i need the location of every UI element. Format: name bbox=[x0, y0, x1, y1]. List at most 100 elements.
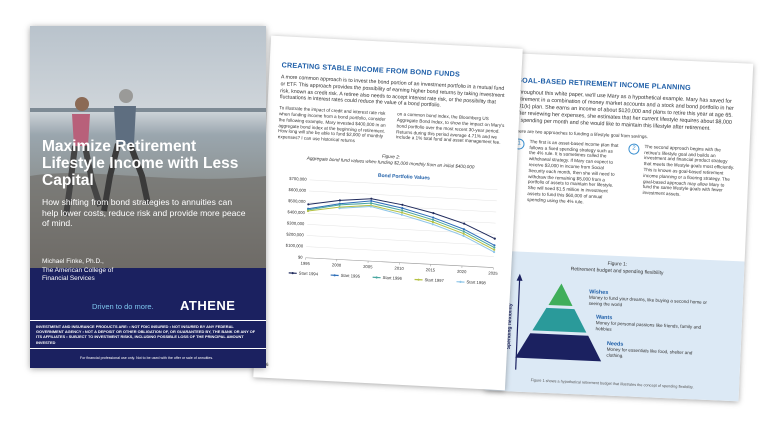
legend-marker bbox=[333, 273, 336, 276]
point bbox=[338, 206, 341, 209]
legend-label: Start 1996 bbox=[383, 274, 403, 280]
item-text: The second approach begins with the reti… bbox=[642, 143, 735, 197]
point bbox=[462, 229, 465, 233]
goal-body: GOAL-BASED RETIREMENT INCOME PLANNING Th… bbox=[493, 53, 753, 216]
y-tick-label: $300,000 bbox=[287, 220, 305, 226]
point bbox=[307, 202, 310, 205]
grid-line bbox=[307, 212, 496, 223]
point bbox=[370, 199, 373, 202]
legend-marker bbox=[417, 278, 420, 281]
point bbox=[370, 201, 373, 204]
series-line bbox=[308, 197, 496, 239]
runner-man bbox=[101, 89, 151, 212]
tier-text-box: Money for personal passions like friends… bbox=[595, 320, 701, 331]
x-tick-label: 2000 bbox=[332, 262, 342, 268]
y-tick-label: $700,000 bbox=[289, 175, 307, 181]
bond-page: CREATING STABLE INCOME FROM BOND FUNDS A… bbox=[253, 35, 523, 391]
point bbox=[493, 250, 496, 253]
item: 2 The second approach begins with the ret… bbox=[626, 143, 736, 215]
x-tick-label: 2025 bbox=[488, 270, 498, 276]
point bbox=[401, 208, 404, 212]
figure-caption: Retirement budget and spending flexibili… bbox=[571, 266, 665, 276]
tier-name: Wishes bbox=[589, 289, 608, 296]
bond-body: CREATING STABLE INCOME FROM BOND FUNDS A… bbox=[258, 36, 523, 299]
y-tick-label: $500,000 bbox=[288, 198, 306, 204]
point bbox=[493, 246, 496, 249]
point bbox=[431, 218, 435, 221]
point bbox=[493, 248, 496, 251]
grid-line bbox=[307, 223, 496, 235]
grid-line bbox=[306, 234, 495, 246]
legend-label: Start 1995 bbox=[341, 272, 361, 278]
pyramid-figure: Figure 1: Retirement budget and spending… bbox=[506, 261, 708, 390]
point bbox=[306, 209, 310, 212]
tier-wishes bbox=[548, 283, 573, 307]
column-text: To illustrate the impact of credit and i… bbox=[277, 105, 386, 144]
tier-text: Money for essentials like food, shelter … bbox=[606, 346, 693, 359]
y-tick-label: $600,000 bbox=[289, 187, 307, 193]
point bbox=[493, 237, 496, 240]
figure: Figure 1: Retirement budget and spending… bbox=[484, 250, 745, 402]
x-axis bbox=[305, 257, 494, 268]
legend-label: Start 1994 bbox=[299, 270, 319, 276]
horizon bbox=[30, 108, 266, 112]
cover-subtitle: How shifting from bond strategies to ann… bbox=[42, 197, 246, 228]
point bbox=[338, 203, 341, 206]
tier-wants bbox=[532, 307, 587, 333]
chart-title: Bond Portfolio Values bbox=[378, 172, 430, 181]
cover-photo bbox=[30, 26, 266, 268]
y-tick-label: $200,000 bbox=[286, 231, 304, 237]
tier-name: Wants bbox=[596, 315, 613, 322]
x-tick-label: 2005 bbox=[363, 263, 373, 269]
page-number: 6 bbox=[265, 362, 269, 368]
series-line bbox=[339, 205, 495, 253]
x-tick-label: 2015 bbox=[426, 267, 436, 273]
tier-text: Money to fund your dreams, like buying a… bbox=[588, 294, 708, 308]
tagline: Driven to do more. bbox=[92, 302, 154, 311]
grid-line bbox=[309, 179, 498, 190]
point bbox=[463, 222, 466, 225]
x-tick-label: 1995 bbox=[300, 260, 310, 266]
figure-label: Figure 1: bbox=[607, 261, 627, 268]
items: 1 The first is an asset-based income plan… bbox=[511, 138, 736, 215]
goal-page: GOAL-BASED RETIREMENT INCOME PLANNING Th… bbox=[484, 52, 754, 402]
axis-arrow bbox=[515, 277, 521, 370]
item-text: The first is an asset-based income plan … bbox=[527, 138, 619, 205]
point bbox=[432, 211, 435, 214]
tier-text-box: Money for essentials like food, shelter … bbox=[606, 346, 693, 359]
point bbox=[493, 243, 496, 246]
point bbox=[462, 227, 466, 230]
tier-name: Needs bbox=[607, 341, 624, 348]
intro: Throughout this white paper, we'll use M… bbox=[514, 89, 734, 132]
runner-woman bbox=[63, 97, 103, 217]
legend-marker bbox=[375, 275, 378, 279]
point bbox=[400, 213, 404, 216]
grid-line bbox=[306, 245, 494, 257]
point bbox=[431, 222, 434, 225]
y-tick-label: $100,000 bbox=[286, 242, 304, 248]
footer: For financial professional use only. Not… bbox=[80, 356, 214, 360]
legend-marker bbox=[459, 280, 462, 283]
cover-page: Maximize Retirement Lifestyle Income wit… bbox=[30, 26, 266, 368]
point bbox=[401, 206, 404, 209]
author-block: Michael Finke, Ph.D., The American Colle… bbox=[42, 258, 122, 284]
item: 1 The first is an asset-based income plan… bbox=[511, 138, 621, 210]
line-chart: Bond Portfolio Values $0 $100,000 $200,000 $… bbox=[286, 172, 499, 285]
cover-text: Maximize Retirement Lifestyle Income wit… bbox=[42, 138, 247, 229]
arrow-head bbox=[516, 273, 523, 281]
tier-needs bbox=[515, 333, 602, 362]
point bbox=[462, 234, 465, 237]
figure-note: Figure 1 shows a hypothetical retirement… bbox=[531, 378, 694, 389]
column-text: on a common bond index, the Bloomberg US… bbox=[395, 111, 505, 146]
axis-label: Spending flexibility bbox=[506, 303, 514, 349]
sand bbox=[30, 173, 266, 268]
point bbox=[370, 197, 373, 200]
tier-text-box: Money to fund your dreams, like buying a… bbox=[588, 294, 708, 308]
point bbox=[431, 220, 435, 223]
author: Michael Finke, Ph.D., bbox=[42, 258, 104, 265]
x-tick-label: 2010 bbox=[394, 265, 404, 271]
brand: ATHENE bbox=[180, 298, 236, 313]
legend-marker bbox=[291, 271, 294, 274]
x-tick-label: 2020 bbox=[457, 268, 467, 274]
